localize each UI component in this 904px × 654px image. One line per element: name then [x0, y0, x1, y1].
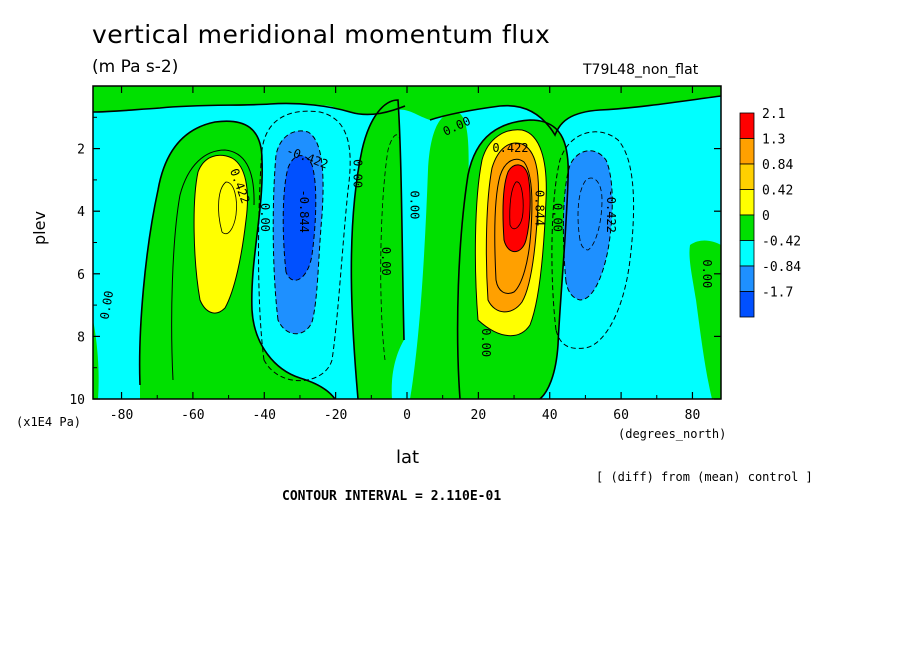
y-axis: 2 4 6 8 10 [69, 116, 721, 408]
legend-swatch [739, 291, 755, 318]
contour-label: 0.00 [258, 203, 272, 232]
contour-label: 0.844 [533, 190, 547, 226]
y-tick-label: 10 [69, 393, 85, 408]
x-tick-label: 80 [685, 408, 701, 423]
diff-note: [ (diff) from (mean) control ] [596, 470, 813, 484]
x-axis-units: (degrees_north) [618, 427, 727, 441]
x-tick-label: -20 [324, 408, 347, 423]
north-negative-core [563, 150, 613, 300]
y-tick-label: 2 [77, 143, 85, 158]
legend-label: -0.84 [762, 260, 801, 275]
chart-units: (m Pa s-2) [92, 57, 179, 77]
x-axis-label: lat [396, 447, 420, 468]
legend-label: 0.84 [762, 158, 793, 173]
south-negative-max [283, 155, 316, 281]
contour-interval: CONTOUR INTERVAL = 2.110E-01 [282, 489, 502, 504]
positive-region-equator-east [410, 112, 492, 399]
legend-swatch [739, 138, 755, 165]
x-tick-label: -60 [181, 408, 204, 423]
legend-swatch [739, 240, 755, 267]
y-tick-label: 4 [77, 205, 85, 220]
x-tick-label: 60 [613, 408, 629, 423]
north-positive-max [503, 164, 531, 252]
legend-swatch [739, 163, 755, 190]
x-axis: -80 -60 -40 -20 0 20 40 60 80 [110, 86, 700, 423]
contour-label: 0.00 [97, 290, 116, 321]
positive-region-pole-north [689, 240, 721, 399]
positive-region-equator [351, 100, 404, 399]
legend-swatch [739, 265, 755, 292]
legend-swatch [739, 112, 755, 139]
contour-label: 0.00 [351, 159, 365, 188]
south-positive-core [194, 155, 248, 314]
contour-label: 0.00 [479, 328, 493, 357]
legend-swatch [739, 214, 755, 241]
legend-label: -0.42 [762, 235, 801, 250]
x-tick-label: 40 [542, 408, 558, 423]
contour-label: 0.422 [492, 141, 528, 155]
legend-label: 0.42 [762, 184, 793, 199]
run-label: T79L48_non_flat [583, 62, 699, 78]
x-tick-label: -80 [110, 408, 133, 423]
legend-label: 2.1 [762, 107, 785, 122]
legend-label: 1.3 [762, 133, 785, 148]
contour-label: 0.00 [379, 247, 393, 276]
x-tick-label: -40 [253, 408, 276, 423]
negative-contour-lines [258, 110, 635, 382]
contour-label: 0.00 [550, 203, 564, 232]
legend-label: 0 [762, 209, 770, 224]
legend-swatch [739, 189, 755, 216]
contour-label: -0.844 [297, 190, 311, 233]
y-tick-label: 8 [77, 330, 85, 345]
positive-region-top [93, 86, 721, 135]
contour-lines [93, 95, 721, 399]
contour-label: -0.422 [604, 190, 618, 233]
x-tick-label: 20 [471, 408, 487, 423]
positive-region-pole-south [93, 320, 99, 399]
color-legend: 2.1 1.3 0.84 0.42 0 -0.42 -0.84 -1.7 [739, 107, 801, 318]
x-tick-label: 0 [403, 408, 411, 423]
filled-contours [93, 86, 721, 399]
y-axis-units: (x1E4 Pa) [16, 415, 82, 429]
y-tick-label: 6 [77, 268, 85, 283]
chart-title: vertical meridional momentum flux [92, 20, 551, 49]
contour-label: 0.00 [408, 190, 422, 219]
legend-label: -1.7 [762, 286, 793, 301]
contour-label: 0.00 [700, 259, 714, 288]
